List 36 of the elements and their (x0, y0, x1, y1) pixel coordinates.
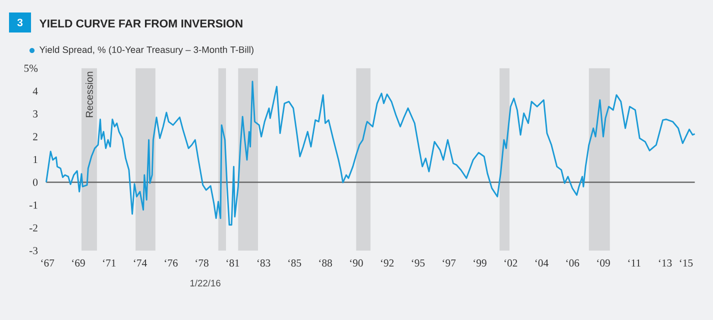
x-tick-label: ‘85 (288, 259, 302, 267)
x-tick-label: ‘74 (134, 259, 147, 266)
x-tick-label: ‘92 (380, 259, 394, 267)
x-tick-label: ‘69 (72, 259, 85, 267)
x-tick-label: ‘13 (658, 259, 672, 267)
chart-title: YIELD CURVE FAR FROM INVERSION (39, 19, 242, 28)
text: 3 (17, 18, 23, 26)
x-tick-label: ‘95 (412, 259, 425, 267)
y-tick-label: 0 (33, 178, 38, 186)
x-tick-label: ‘71 (103, 259, 116, 266)
y-tick-label: 4 (32, 88, 38, 95)
x-tick-label: ‘09 (597, 259, 610, 267)
x-tick-label: ‘81 (226, 259, 240, 267)
x-tick-label: ‘11 (628, 259, 640, 266)
x-tick-label: ‘04 (535, 259, 548, 267)
y-tick-label: -3 (29, 247, 38, 254)
x-tick-label: ‘02 (504, 259, 518, 267)
x-tick-label: ‘76 (164, 259, 178, 267)
band-label: Recession (86, 72, 93, 118)
x-tick-label: ‘15 (680, 259, 693, 267)
x-tick-label: ‘99 (474, 259, 486, 267)
x-tick-label: ‘83 (257, 259, 270, 267)
y-tick-label: 2 (33, 133, 38, 140)
legend-label: Yield Spread, % (10-Year Treasury – 3-Month T-Bill) (39, 46, 254, 55)
x-tick-label: ‘67 (41, 259, 54, 267)
x-tick-label: ‘88 (319, 259, 332, 267)
x-tick-label: ‘97 (442, 259, 456, 267)
text: 1/22/16 (190, 280, 220, 286)
x-tick-label: ‘78 (196, 259, 208, 267)
x-tick-label: ‘90 (350, 259, 363, 267)
y-tick-label: 5% (24, 64, 38, 72)
x-tick-label: ‘06 (566, 259, 580, 267)
y-tick-label: -1 (29, 202, 38, 209)
y-tick-label: 1 (34, 156, 38, 164)
y-tick-label: -2 (29, 224, 38, 232)
y-tick-label: 3 (33, 110, 38, 118)
